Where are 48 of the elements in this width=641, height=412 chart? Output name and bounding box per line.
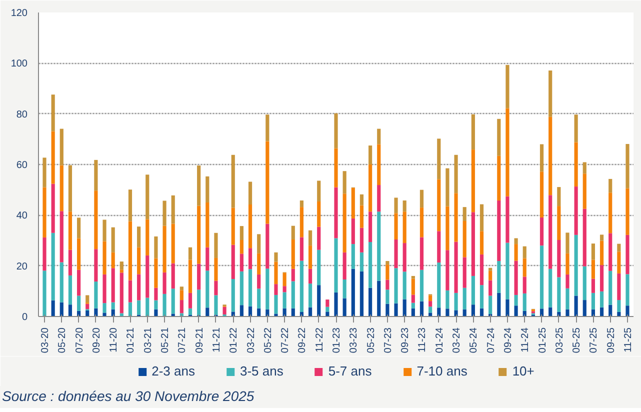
legend-label: 3-5 ans: [240, 364, 284, 378]
x-tick-label: 09-23: [400, 327, 412, 354]
x-tick-label: 11-21: [211, 327, 222, 352]
legend-label: 5-7 ans: [328, 364, 372, 378]
x-tick-label: 01-21: [126, 327, 137, 354]
x-tick-label: 11-23: [417, 327, 428, 352]
x-tick-label: 05-24: [468, 327, 480, 354]
x-tick-label: 01-24: [434, 327, 446, 354]
x-tick-label: 11-22: [314, 327, 326, 352]
x-tick-label: 05-22: [262, 327, 274, 354]
x-tick-label: 09-22: [297, 327, 308, 354]
y-tick-label: 0: [22, 312, 28, 323]
x-tick-label: 07-25: [588, 327, 600, 354]
y-tick-label: 100: [10, 58, 28, 70]
x-tick-label: 03-21: [142, 327, 154, 354]
x-tick-label: 07-22: [280, 327, 292, 354]
x-tick-label: 09-25: [606, 327, 617, 354]
x-tick-label: 11-20: [108, 327, 120, 352]
y-tick-label: 60: [16, 160, 28, 171]
y-tick-label: 120: [10, 8, 28, 19]
x-tick-label: 09-21: [194, 327, 206, 354]
x-tick-label: 01-25: [537, 327, 548, 354]
legend-label: 10+: [512, 364, 534, 378]
x-tick-label: 11-24: [520, 327, 532, 352]
source-note: Source : données au 30 Novembre 2025: [2, 387, 254, 406]
x-tick-label: 07-20: [74, 327, 86, 354]
legend-label: 2-3 ans: [152, 364, 195, 378]
x-tick-label: 05-25: [572, 327, 583, 354]
x-tick-label: 09-20: [91, 327, 102, 354]
x-tick-label: 05-20: [57, 327, 68, 354]
x-tick-label: 03-23: [348, 327, 360, 354]
x-tick-label: 07-24: [486, 327, 497, 354]
x-tick-label: 01-23: [332, 327, 342, 354]
x-tick-label: 01-22: [228, 327, 240, 354]
x-tick-label: 11-25: [623, 327, 634, 352]
x-tick-label: 07-21: [177, 327, 188, 354]
y-tick-label: 80: [16, 109, 28, 120]
x-tick-label: 07-23: [382, 327, 394, 354]
y-tick-label: 40: [16, 210, 28, 222]
x-tick-label: 09-24: [502, 327, 514, 354]
x-tick-label: 03-25: [554, 327, 566, 354]
x-tick-label: 05-21: [160, 327, 172, 354]
x-tick-label: 03-20: [40, 327, 51, 354]
legend-label: 7-10 ans: [416, 364, 468, 378]
x-tick-label: 03-22: [246, 327, 257, 354]
x-tick-label: 05-23: [366, 327, 377, 354]
y-tick-label: 20: [16, 261, 28, 272]
x-tick-label: 03-24: [452, 327, 463, 354]
